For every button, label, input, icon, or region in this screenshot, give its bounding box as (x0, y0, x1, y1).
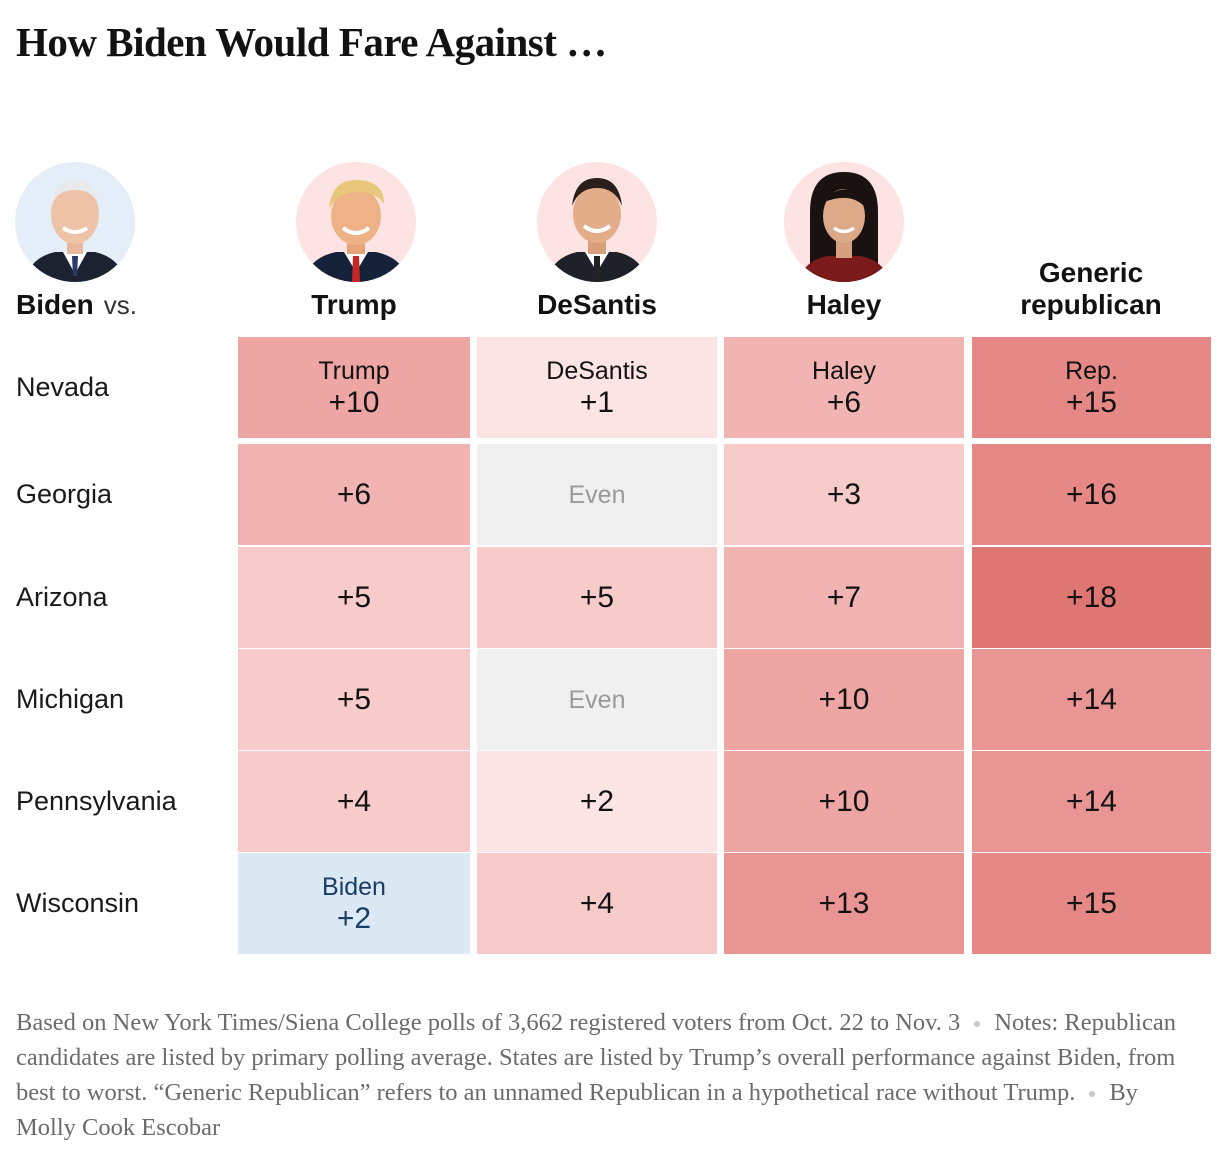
cell-value-label: +5 (579, 580, 615, 614)
cell-michigan-desantis: Even (477, 649, 717, 750)
separator-dot-icon (1089, 1091, 1096, 1098)
cell-georgia-trump: +6 (238, 444, 470, 545)
state-label-arizona: Arizona (16, 581, 108, 612)
trump-portrait-icon (296, 162, 416, 282)
cell-pennsylvania-trump: +4 (238, 751, 470, 852)
cell-value-label: +3 (826, 477, 862, 511)
cell-value-label: +10 (818, 682, 870, 716)
cell-value-label: +5 (336, 580, 372, 614)
footnote-source: Based on New York Times/Siena College po… (16, 1009, 961, 1036)
cell-nevada-haley: Haley +6 (724, 337, 964, 438)
cell-value-label: +6 (336, 477, 372, 511)
cell-value-label: +16 (1066, 477, 1117, 511)
cell-value-label: +13 (818, 886, 870, 920)
haley-portrait-icon (784, 162, 904, 282)
chart-title: How Biden Would Fare Against … (16, 19, 607, 65)
cell-value-label: Even (568, 480, 626, 509)
cell-arizona-generic-republican: +18 (972, 547, 1211, 648)
cell-leader-label: Biden (322, 872, 386, 901)
cell-pennsylvania-generic-republican: +14 (972, 751, 1211, 852)
state-label-wisconsin: Wisconsin (16, 887, 140, 918)
cell-nevada-trump: Trump +10 (238, 337, 470, 438)
cell-wisconsin-desantis: +4 (477, 853, 717, 954)
cell-value-label: +4 (336, 784, 372, 818)
column-header-generic: Generic republican (1020, 257, 1162, 320)
footnote-notes: Notes: Republican candidates are listed … (16, 1009, 1176, 1106)
cell-value-label: +14 (1066, 682, 1117, 716)
state-label-michigan: Michigan (16, 683, 125, 714)
cell-pennsylvania-haley: +10 (724, 751, 964, 852)
cell-value-label: +18 (1066, 580, 1117, 614)
byline: By Molly Cook Escobar (16, 1079, 1138, 1141)
cell-georgia-generic-republican: +16 (972, 444, 1211, 545)
cell-wisconsin-generic-republican: +15 (972, 853, 1211, 954)
cell-value-label: +2 (336, 901, 372, 935)
state-label-pennsylvania: Pennsylvania (16, 785, 177, 816)
column-header-desantis: DeSantis (537, 289, 657, 320)
cell-arizona-trump: +5 (238, 547, 470, 648)
biden-portrait-icon (15, 162, 135, 282)
cell-georgia-desantis: Even (477, 444, 717, 545)
column-header-haley: Haley (806, 289, 882, 320)
cell-leader-label: DeSantis (546, 356, 648, 385)
cell-georgia-haley: +3 (724, 444, 964, 545)
cell-value-label: +5 (336, 682, 372, 716)
cell-value-label: +10 (328, 385, 380, 419)
cell-michigan-trump: +5 (238, 649, 470, 750)
cell-value-label: +14 (1066, 784, 1117, 818)
cell-nevada-desantis: DeSantis +1 (477, 337, 717, 438)
cell-value-label: +7 (826, 580, 862, 614)
cell-value-label: +1 (579, 385, 615, 419)
cell-michigan-generic-republican: +14 (972, 649, 1211, 750)
state-label-nevada: Nevada (16, 371, 110, 402)
footnote: Based on New York Times/Siena College po… (16, 1005, 1196, 1145)
cell-value-label: +2 (579, 784, 615, 818)
cell-value-label: +6 (826, 385, 862, 419)
cell-value-label: +4 (579, 886, 615, 920)
state-label-georgia: Georgia (16, 478, 113, 509)
biden-label: Biden (16, 289, 94, 320)
separator-dot-icon (974, 1021, 981, 1028)
cell-leader-label: Haley (812, 356, 876, 385)
cell-wisconsin-trump: Biden +2 (238, 853, 470, 954)
vs-label: vs. (103, 290, 138, 320)
cell-leader-label: Rep. (1065, 356, 1118, 385)
cell-leader-label: Trump (318, 356, 390, 385)
desantis-portrait-icon (537, 162, 657, 282)
cell-michigan-haley: +10 (724, 649, 964, 750)
cell-value-label: Even (568, 685, 626, 714)
cell-arizona-haley: +7 (724, 547, 964, 648)
cell-value-label: +15 (1066, 385, 1117, 419)
cell-wisconsin-haley: +13 (724, 853, 964, 954)
cell-pennsylvania-desantis: +2 (477, 751, 717, 852)
biden-header: Biden vs. (16, 289, 137, 321)
cell-arizona-desantis: +5 (477, 547, 717, 648)
cell-value-label: +10 (818, 784, 870, 818)
column-header-trump: Trump (311, 289, 397, 320)
cell-value-label: +15 (1066, 886, 1117, 920)
cell-nevada-generic-republican: Rep. +15 (972, 337, 1211, 438)
